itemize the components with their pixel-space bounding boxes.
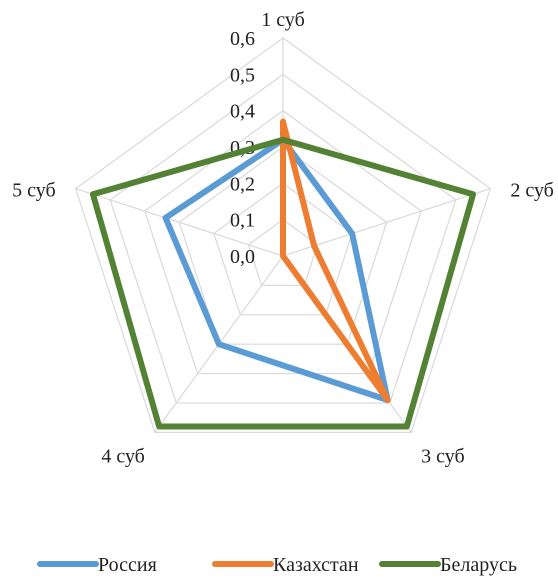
grid-spoke bbox=[75, 188, 284, 257]
tick-label: 0,5 bbox=[230, 64, 255, 86]
tick-label: 0,1 bbox=[230, 210, 255, 232]
tick-label: 0,0 bbox=[230, 246, 255, 268]
tick-label: 0,4 bbox=[230, 101, 255, 123]
grid-ring bbox=[213, 182, 353, 316]
series-line bbox=[89, 136, 477, 430]
category-label: 4 суб bbox=[101, 445, 145, 467]
tick-label: 0,6 bbox=[230, 28, 255, 50]
radial-axis-ticks: 0,00,10,20,30,40,50,6 bbox=[230, 28, 255, 268]
category-labels: 1 суб 2 суб 3 суб 4 суб 5 суб bbox=[12, 9, 554, 467]
legend-label: Беларусь bbox=[440, 554, 517, 576]
series-line bbox=[280, 118, 391, 404]
grid-ring bbox=[74, 37, 492, 433]
legend-label: Казахстан bbox=[273, 554, 359, 576]
category-label: 1 суб bbox=[261, 9, 305, 31]
series bbox=[89, 118, 477, 430]
legend-label: Россия bbox=[98, 554, 157, 576]
series-line bbox=[162, 136, 391, 404]
grid-spoke bbox=[282, 188, 491, 257]
legend: Россия Казахстан Беларусь bbox=[37, 554, 517, 576]
category-label: 2 суб bbox=[510, 180, 554, 202]
grid-ring bbox=[144, 109, 422, 375]
category-label: 3 суб bbox=[421, 445, 465, 467]
tick-label: 0,2 bbox=[230, 173, 255, 195]
grid-ring bbox=[178, 146, 388, 345]
category-label: 5 суб bbox=[12, 180, 56, 202]
